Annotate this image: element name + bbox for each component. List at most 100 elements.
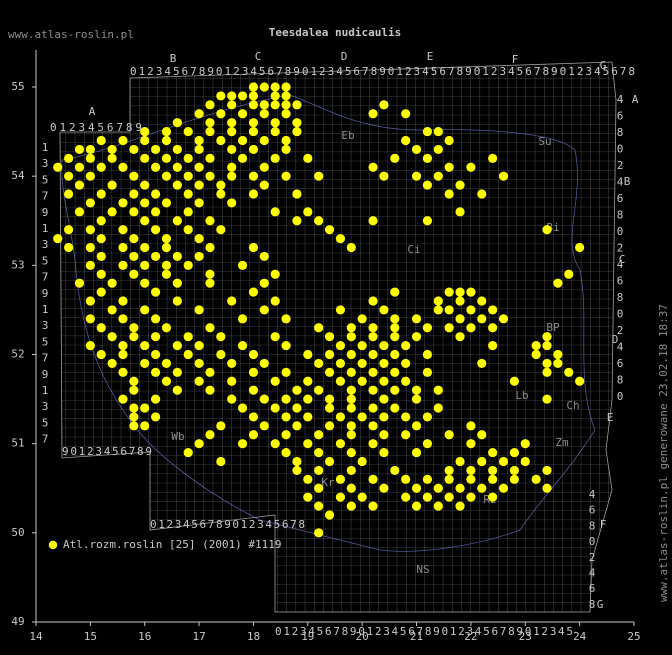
record-dot: [64, 242, 74, 253]
region-label: BP: [546, 321, 560, 334]
record-dot: [379, 412, 389, 422]
grid-digit: 0: [589, 535, 596, 548]
record-dot: [281, 100, 291, 110]
record-dot: [531, 349, 541, 360]
record-dot: [129, 403, 139, 413]
record-dot: [390, 403, 400, 413]
record-dot: [259, 305, 269, 315]
record-dot: [140, 358, 150, 369]
record-dot: [368, 109, 378, 119]
record-dot: [292, 216, 302, 226]
record-dot: [466, 305, 476, 315]
record-dot: [520, 439, 530, 449]
region-label: Ci: [407, 243, 420, 256]
grid-digit: 7: [42, 190, 49, 203]
record-dot: [455, 314, 465, 324]
record-dot: [140, 305, 150, 315]
grid-digit: 3: [42, 157, 49, 170]
record-dot: [248, 118, 259, 128]
record-dot: [379, 447, 389, 458]
record-dot: [96, 323, 106, 333]
record-dot: [194, 135, 204, 146]
record-dot: [401, 340, 411, 351]
record-dot: [205, 153, 215, 163]
record-dot: [140, 421, 150, 431]
record-dot: [281, 340, 291, 351]
record-dot: [281, 82, 291, 92]
record-dot: [194, 251, 204, 262]
x-tick-label: 23: [519, 630, 532, 643]
grid-digit: 3: [42, 400, 49, 413]
record-dot: [346, 465, 356, 476]
record-dot: [205, 385, 215, 395]
record-dot: [118, 394, 128, 404]
record-dot: [553, 349, 563, 360]
record-dot: [281, 394, 291, 404]
record-dot: [488, 323, 498, 333]
grid-digits: 1 3 5 7 9 1 3 5 7 9 1 3 5 7 9 1 3 5 7: [42, 141, 49, 446]
record-dot: [401, 430, 411, 440]
record-dot: [455, 296, 465, 306]
record-dot: [74, 162, 85, 172]
record-dot: [314, 528, 324, 538]
record-dot: [335, 474, 346, 484]
record-dot: [216, 332, 226, 342]
record-dot: [227, 296, 237, 306]
record-dot: [85, 225, 95, 235]
record-dot: [248, 385, 259, 395]
record-dot: [498, 456, 509, 467]
record-dot: [422, 367, 433, 377]
record-dot: [107, 180, 117, 190]
record-dot: [129, 269, 139, 279]
record-dot: [314, 385, 324, 395]
record-dot: [379, 430, 389, 440]
record-dot: [118, 162, 128, 172]
record-dot: [531, 474, 541, 484]
record-dot: [161, 233, 172, 244]
record-dot: [151, 314, 161, 324]
record-dot: [281, 367, 291, 377]
record-dot: [85, 314, 95, 324]
record-dot: [292, 118, 302, 128]
x-tick-label: 25: [627, 630, 640, 643]
record-dot: [488, 465, 498, 476]
record-dot: [466, 287, 476, 297]
grid-digit: 3: [42, 238, 49, 251]
record-dot: [53, 233, 63, 244]
record-dot: [85, 171, 95, 181]
record-dot: [205, 126, 215, 137]
grid-letter: G: [597, 598, 604, 611]
record-dot: [129, 171, 139, 181]
record-dot: [118, 340, 128, 351]
record-dot: [118, 314, 128, 324]
grid-digit: 8: [589, 598, 596, 611]
record-dot: [172, 385, 182, 395]
record-dot: [303, 439, 313, 449]
record-dot: [368, 501, 378, 511]
record-dot: [411, 144, 422, 155]
record-dot: [346, 349, 356, 360]
record-dot: [140, 216, 150, 226]
record-dot: [270, 376, 280, 386]
record-dot: [64, 225, 74, 235]
record-dot: [194, 198, 204, 208]
record-dot: [346, 430, 356, 440]
region-label: Eb: [341, 129, 354, 142]
record-dot: [118, 260, 128, 270]
grid-digit: 6: [617, 110, 624, 123]
record-dot: [346, 394, 356, 404]
grid-digit: 2: [617, 324, 624, 337]
record-dot: [161, 260, 172, 270]
record-dot: [161, 198, 172, 208]
record-dot: [335, 439, 346, 449]
record-dot: [248, 287, 259, 297]
record-dot: [379, 100, 389, 110]
record-dot: [314, 358, 324, 369]
record-dot: [259, 251, 269, 262]
record-dot: [488, 305, 498, 315]
record-dot: [118, 367, 128, 377]
record-dot: [368, 385, 378, 395]
record-dot: [140, 198, 150, 208]
